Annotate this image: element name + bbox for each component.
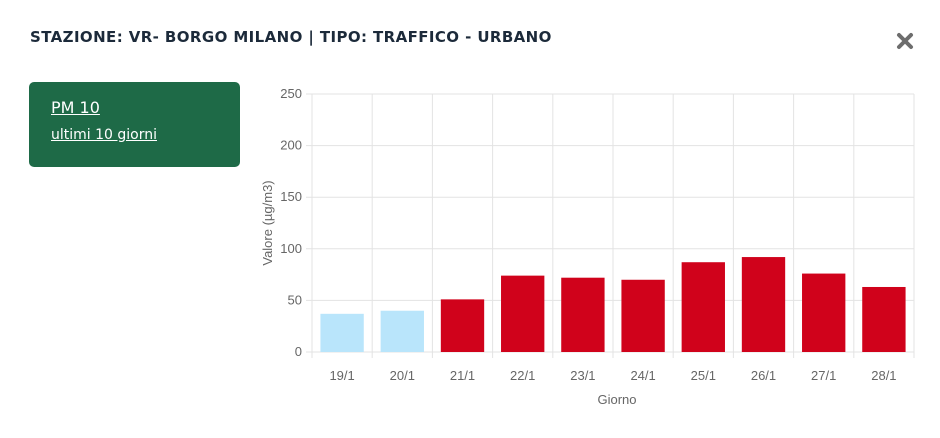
bar-22-1[interactable] [501,275,545,352]
bar-28-1[interactable] [862,286,906,352]
y-tick-label: 150 [280,189,302,204]
x-tick-label: 22/1 [510,368,535,383]
pollutant-link[interactable]: PM 10 [51,98,100,117]
chart-bars [320,257,906,352]
y-tick-label: 200 [280,138,302,153]
x-axis-label: Giorno [597,392,636,407]
bar-20-1[interactable] [380,310,424,352]
x-tick-label: 26/1 [751,368,776,383]
x-tick-label: 21/1 [450,368,475,383]
bar-chart: 0 50 100 150 200 250 19/1 20/1 21/1 22/1 23/1 24/1 2… [260,86,915,407]
x-tick-label: 20/1 [390,368,415,383]
y-tick-label: 50 [288,292,302,307]
period-link[interactable]: ultimi 10 giorni [51,127,157,143]
bar-27-1[interactable] [802,273,846,352]
y-axis-label: Valore (µg/m3) [260,180,275,265]
bar-24-1[interactable] [621,279,665,352]
x-tick-label: 25/1 [691,368,716,383]
chart-ticks: 0 50 100 150 200 250 19/1 20/1 21/1 22/1 23/1 24/1 2… [280,86,896,383]
pollutant-card: PM 10 ultimi 10 giorni [29,82,240,167]
bar-26-1[interactable] [741,257,786,352]
x-tick-label: 23/1 [570,368,595,383]
x-tick-label: 27/1 [811,368,836,383]
close-icon [897,33,913,49]
bar-25-1[interactable] [681,262,725,352]
bar-23-1[interactable] [561,277,605,352]
close-button[interactable] [894,30,916,52]
modal-title: STAZIONE: VR- BORGO MILANO | TIPO: TRAFF… [30,28,552,46]
chart-grid [306,93,915,358]
y-tick-label: 0 [295,344,302,359]
bar-21-1[interactable] [440,299,485,352]
x-tick-label: 24/1 [630,368,655,383]
y-tick-label: 100 [280,241,302,256]
x-tick-label: 19/1 [329,368,354,383]
y-tick-label: 250 [280,86,302,101]
bar-19-1[interactable] [320,313,364,352]
x-tick-label: 28/1 [871,368,896,383]
